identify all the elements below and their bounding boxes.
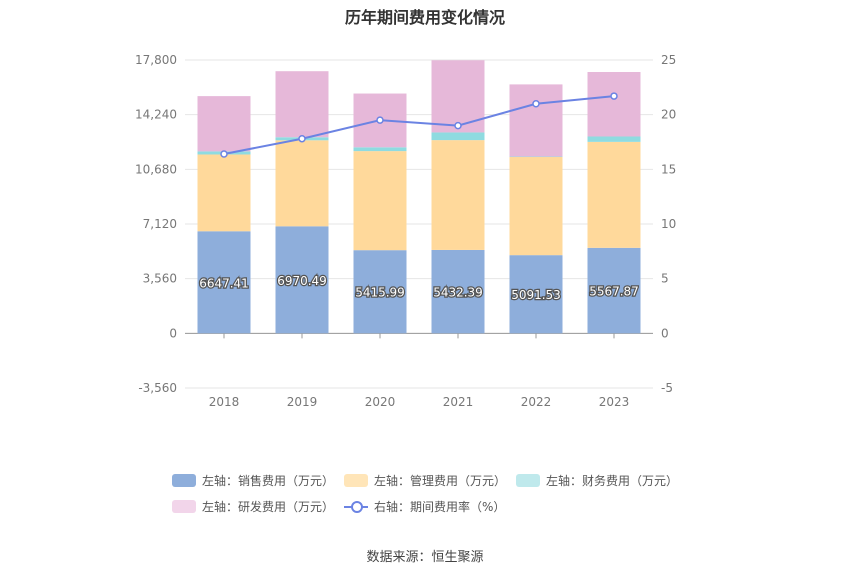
y-right-tick-label: -5	[661, 381, 673, 395]
y-left-tick-label: 7,120	[143, 217, 177, 231]
y-left-tick-label: 3,560	[143, 272, 177, 286]
data-label: 5091.53	[511, 288, 561, 302]
legend-item-sales[interactable]: 左轴：销售费用（万元）	[172, 472, 334, 489]
bar-segment	[353, 151, 407, 251]
y-left-tick-label: 10,680	[135, 162, 177, 176]
legend-swatch-sales	[172, 474, 196, 487]
data-label: 6970.49	[277, 274, 327, 288]
bar-segment	[587, 72, 641, 137]
legend-swatch-rnd	[172, 500, 196, 513]
bar-segment	[431, 249, 485, 334]
y-left-tick-label: 0	[169, 326, 177, 340]
x-tick-label: 2022	[521, 395, 552, 409]
legend-label-rnd: 左轴：研发费用（万元）	[202, 500, 335, 514]
legend-label-finance: 左轴：财务费用（万元）	[546, 474, 679, 488]
x-tick-label: 2021	[443, 395, 474, 409]
bar-segment	[275, 71, 329, 138]
bar-segment	[197, 154, 251, 232]
legend-label-sales: 左轴：销售费用（万元）	[202, 474, 335, 488]
expense-rate-point	[454, 121, 462, 130]
y-right-tick-label: 20	[661, 108, 676, 122]
legend-swatch-expense-rate	[344, 500, 368, 513]
bar-segment	[587, 247, 641, 334]
y-left-tick-label: 17,800	[135, 53, 177, 67]
expense-rate-point	[220, 150, 228, 158]
legend-item-expense-rate[interactable]: 右轴：期间费用率（%）	[344, 498, 505, 515]
y-right-tick-label: 5	[661, 272, 669, 286]
y-right-tick-label: 15	[661, 162, 676, 176]
y-right-tick-label: 10	[661, 217, 676, 231]
x-tick-label: 2018	[209, 395, 240, 409]
expense-rate-line	[223, 95, 615, 156]
legend-item-finance[interactable]: 左轴：财务费用（万元）	[516, 472, 678, 489]
x-tick-label: 2019	[287, 395, 318, 409]
bar-segment	[275, 226, 329, 334]
data-label: 6647.41	[199, 276, 249, 290]
bar-segment	[509, 255, 563, 334]
y-left-tick-label: -3,560	[138, 381, 177, 395]
bar-segment	[587, 136, 641, 142]
y-right-tick-label: 0	[661, 326, 669, 340]
bar-segment	[353, 147, 407, 152]
expense-rate-point	[610, 92, 618, 100]
data-source-note: 数据来源：恒生聚源	[366, 550, 484, 565]
bar-segment	[509, 157, 563, 256]
legend-label-expense-rate: 右轴：期间费用率（%）	[374, 500, 506, 514]
bar-segment	[431, 132, 485, 141]
x-tick-label: 2020	[365, 395, 396, 409]
bar-segment	[431, 60, 485, 133]
legend-swatch-admin	[344, 474, 368, 487]
expense-rate-point	[376, 116, 384, 124]
bar-segment	[197, 96, 251, 152]
x-tick-label: 2023	[599, 395, 630, 409]
y-left-tick-label: 14,240	[135, 108, 177, 122]
legend-item-rnd[interactable]: 左轴：研发费用（万元）	[172, 498, 334, 515]
legend-label-admin: 左轴：管理费用（万元）	[374, 474, 507, 488]
expense-rate-point	[298, 134, 306, 143]
bar-segment	[353, 250, 407, 334]
bar-segment	[587, 141, 641, 248]
legend-swatch-finance	[516, 474, 540, 487]
bar-segment	[509, 84, 563, 157]
y-right-tick-label: 25	[661, 53, 676, 67]
data-label: 5432.39	[433, 286, 483, 300]
chart-title: 历年期间费用变化情况	[344, 8, 505, 27]
bar-segment	[275, 140, 329, 227]
expense-rate-point	[532, 99, 540, 108]
data-label: 5415.99	[355, 286, 405, 300]
bar-segment	[431, 140, 485, 250]
bar-segment	[197, 231, 251, 334]
data-label: 5567.87	[589, 285, 639, 299]
legend-item-admin[interactable]: 左轴：管理费用（万元）	[344, 472, 506, 489]
